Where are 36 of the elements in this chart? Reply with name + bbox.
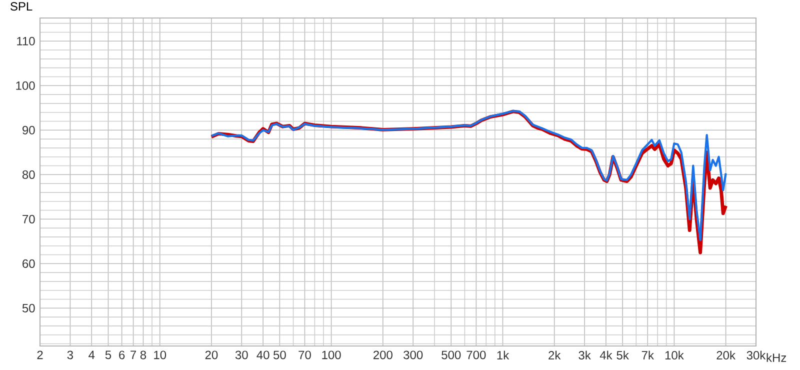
x-tick-label: 70 (298, 350, 311, 360)
x-tick-label: 8 (140, 350, 146, 360)
x-tick-label: 6 (119, 350, 125, 360)
x-tick-label: 1k (497, 350, 510, 360)
x-tick-label: 20k (716, 350, 736, 360)
x-tick-label: 10k (665, 350, 684, 360)
x-tick-label: 7 (130, 350, 136, 359)
y-axis-title: SPL (10, 2, 32, 11)
x-tick-label: 2k (548, 350, 561, 360)
y-tick-label: 70 (22, 214, 35, 224)
x-tick-label: 2 (37, 350, 43, 360)
x-tick-label: 30k (746, 350, 766, 360)
x-tick-label: 40 (256, 350, 270, 360)
x-tick-label: 7k (642, 350, 654, 360)
x-tick-label: 100 (322, 350, 341, 360)
x-tick-label: 500 (442, 350, 461, 360)
y-tick-label: 80 (22, 170, 35, 179)
x-tick-label: 50 (273, 350, 286, 360)
x-tick-label: 20 (205, 350, 218, 360)
x-tick-label: 4k (600, 350, 612, 360)
x-tick-label: 10 (154, 350, 166, 360)
x-tick-label: 300 (404, 350, 423, 360)
x-tick-label: 700 (466, 350, 486, 360)
y-tick-label: 60 (22, 259, 35, 268)
x-tick-label: 3k (578, 350, 591, 360)
x-tick-label: 3 (67, 350, 74, 360)
x-tick-label: 5 (105, 350, 112, 360)
x-tick-label: 30 (235, 350, 248, 360)
x-axis-title: kHz (766, 353, 786, 362)
x-tick-label: 200 (374, 350, 392, 360)
x-tick-label: 5k (616, 350, 629, 360)
y-tick-label: 90 (22, 126, 35, 134)
y-tick-label: 110 (17, 36, 35, 46)
x-tick-label: 4 (88, 350, 95, 359)
y-tick-label: 50 (22, 304, 35, 312)
y-tick-label: 100 (16, 81, 35, 90)
